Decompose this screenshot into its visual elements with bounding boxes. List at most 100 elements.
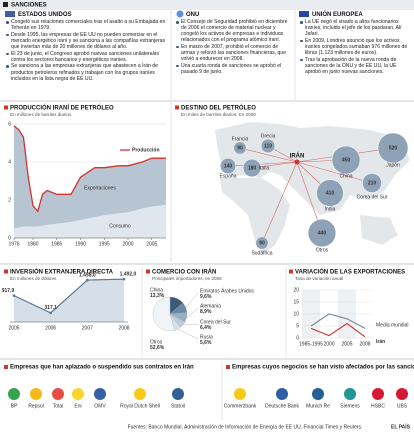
company-name: OMV	[94, 403, 106, 409]
line	[310, 322, 366, 338]
leader	[185, 292, 199, 308]
area	[14, 204, 166, 238]
x-tick-label: 2006	[45, 325, 56, 331]
sanction-item: Congeló sus relaciones comerciales tras …	[6, 19, 166, 31]
company-name: Eni	[74, 403, 81, 409]
source: Fuentes: Banco Mundial, Administración d…	[128, 424, 363, 430]
column-title: ONU	[186, 12, 199, 18]
australia	[360, 215, 398, 245]
origin-label: IRÁN	[290, 153, 305, 160]
pie-value: 6,4%	[200, 325, 212, 331]
company-logo	[52, 388, 64, 400]
company-name: Royal Dutch Shell	[120, 403, 160, 409]
section-marker	[4, 105, 8, 110]
bubble	[242, 158, 262, 178]
company-logo	[30, 388, 42, 400]
company-name: Total	[53, 403, 64, 409]
bubble	[260, 138, 276, 154]
value-label: 1.458,0	[79, 272, 96, 278]
x-tick-label: 1976	[8, 241, 19, 247]
header-band	[0, 0, 414, 10]
sanction-item: Desde 1995, las empresas de EE UU no pue…	[6, 32, 166, 50]
flag-un	[176, 10, 184, 18]
sanction-item: La UE negó el visado a altos funcionario…	[300, 19, 410, 37]
bubble-label: China	[339, 173, 352, 179]
chart-title: DESTINO DEL PETRÓLEO	[181, 104, 256, 112]
x-tick-label: 1980	[27, 241, 38, 247]
bubble-value: 520	[389, 145, 398, 151]
section-marker	[146, 269, 150, 274]
pie-label: Alemania	[200, 303, 221, 309]
point	[122, 277, 126, 281]
legend-label: Producción	[132, 147, 160, 153]
sanction-column: El Consejo de Seguridad prohibió en dici…	[176, 19, 290, 76]
x-tick-label: 1985-1995	[299, 341, 323, 347]
header-icon	[3, 2, 8, 7]
leader	[182, 323, 199, 326]
flow-line	[296, 161, 373, 184]
company-logo	[344, 388, 356, 400]
bubble-value: 440	[318, 230, 327, 236]
sanction-item: El Consejo de Seguridad prohibió en dici…	[176, 19, 290, 43]
column-title: UNIÓN EUROPEA	[312, 10, 363, 18]
flag-us-stripe	[5, 15, 15, 16]
flow-line	[227, 161, 298, 167]
x-tick-label: 2005	[341, 341, 352, 347]
company-logo	[8, 388, 20, 400]
pie-value: 9,6%	[200, 294, 212, 300]
value-label: 917,9	[2, 288, 15, 294]
line	[310, 313, 366, 329]
chart-title: VARIACIÓN DE LAS EXPORTACIONES	[295, 268, 405, 276]
x-tick-label: 1990	[75, 241, 86, 247]
company-logo	[234, 388, 246, 400]
bubble-value: 410	[326, 190, 335, 196]
bubble-value: 180	[248, 165, 257, 171]
flag-us-stripe	[5, 13, 15, 14]
sanction-item: El 23 de junio, el Congreso aprobó nueva…	[6, 51, 166, 63]
africa	[220, 178, 290, 255]
section-marker	[175, 105, 179, 110]
bubble	[233, 141, 247, 155]
point	[86, 278, 89, 282]
sanction-item: En marzo de 2007, prohibió el comercio d…	[176, 44, 290, 62]
x-tick-label: 2000	[323, 341, 334, 347]
chart-subtitle: En miles de barriles diarios. En 2008	[181, 112, 256, 117]
company-logo	[94, 388, 106, 400]
company-name: Munich Re	[306, 403, 330, 409]
pie-label: Otros	[150, 339, 163, 345]
bubble-label: España	[220, 173, 237, 179]
bubble	[255, 236, 269, 250]
bubble-label: Grecia	[261, 133, 276, 139]
pie-label: Corea del Sur	[200, 319, 231, 325]
chart-subtitle: En millones de barriles diarios	[10, 112, 72, 117]
sanction-item: Una cuarta ronda de sanciones se aprobó …	[176, 63, 290, 75]
companies-title: Empresas que han aplazado o suspendido s…	[10, 365, 194, 371]
company-logo	[396, 388, 408, 400]
section-marker	[226, 365, 230, 369]
company-name: Commerzbank	[224, 403, 257, 409]
chart-subtitle: En millones de dólares	[10, 276, 57, 281]
y-tick-label: 4	[8, 159, 11, 165]
pie-slice	[152, 296, 175, 332]
x-tick-label: 2005	[8, 325, 19, 331]
point	[49, 311, 52, 315]
company-logo	[72, 388, 84, 400]
line	[13, 278, 125, 314]
series-label: Exportaciones	[84, 185, 116, 191]
x-tick-label: 2000	[122, 241, 133, 247]
chart-title: COMERCIO CON IRÁN	[152, 269, 216, 276]
x-tick-label: 1995	[99, 241, 110, 247]
chart-subtitle: Tasa de variación anual	[295, 276, 343, 281]
x-tick-label: 2008	[118, 325, 129, 331]
leader	[177, 329, 199, 340]
value-label: 1.492,0	[120, 271, 137, 277]
bubble-label: India	[325, 206, 336, 212]
bubble	[316, 179, 344, 207]
company-name: Siemens	[340, 403, 360, 409]
area	[14, 125, 166, 229]
pie-label: China	[150, 287, 163, 293]
bubble-value: 90	[259, 240, 265, 246]
chart-title: INVERSIÓN EXTRANJERA DIRECTA	[10, 268, 114, 276]
brand: EL PAÍS	[391, 422, 411, 430]
